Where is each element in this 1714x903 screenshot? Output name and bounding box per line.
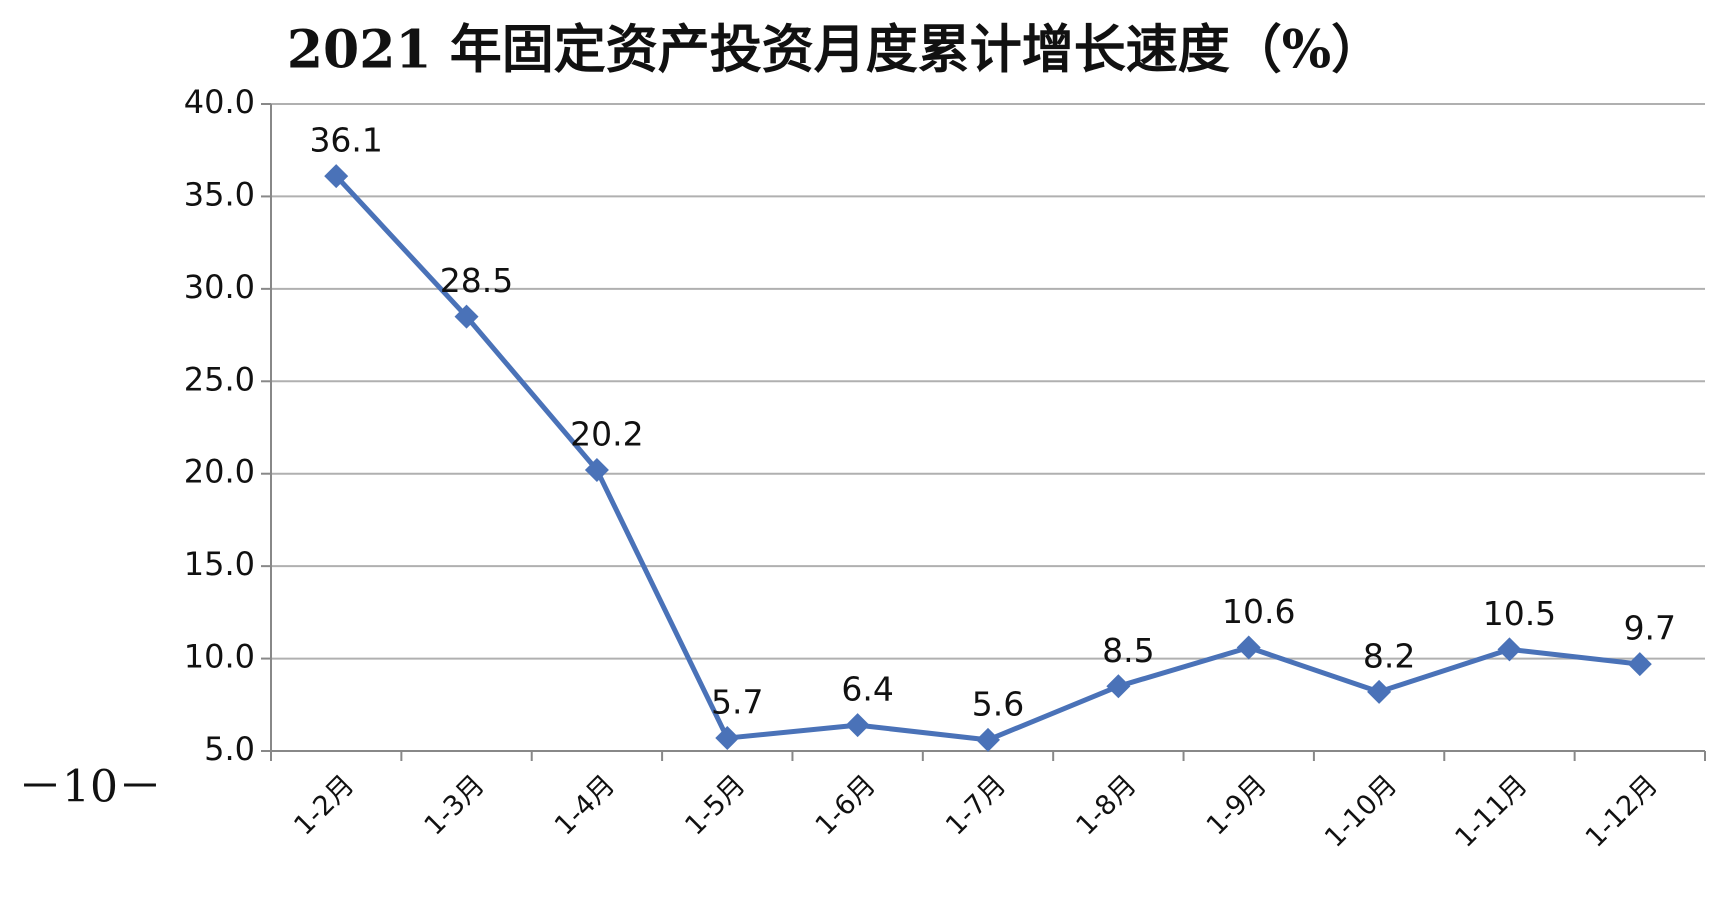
y-tick-label: 40.0 [184,83,255,121]
x-tick-label: 1-5月 [679,769,751,841]
x-tick-label: 1-3月 [419,769,491,841]
marker [976,727,1000,752]
line [334,174,1641,743]
y-tick-label: 30.0 [184,268,255,306]
y-tick-label: 25.0 [184,360,255,398]
y-tick-label: 35.0 [184,175,255,213]
data-label: 10.5 [1483,594,1556,633]
y-tick-label: 5.0 [204,730,255,768]
data-label: 8.5 [1102,631,1154,670]
data-label: 5.7 [711,683,763,722]
marker [324,164,349,189]
x-tick-label: 1-6月 [810,769,882,841]
x-tick-label: 1-8月 [1070,769,1142,841]
y-tick-label: 20.0 [184,453,255,491]
marker [584,458,609,483]
x-tick-label: 1-7月 [940,769,1012,841]
data-label: 8.2 [1363,636,1415,675]
data-label: 6.4 [841,670,893,709]
data-label: 36.1 [309,121,382,160]
data-label: 5.6 [972,684,1024,723]
marker [845,713,870,738]
x-tick-label: 1-9月 [1201,769,1273,841]
data-label: 20.2 [570,415,643,454]
marker [1236,635,1261,660]
marker [454,304,479,329]
x-tick-label: 1-2月 [288,769,360,841]
marker [1367,679,1392,704]
marker [1497,637,1522,662]
data-label: 28.5 [440,261,513,300]
y-tick-label: 10.0 [184,638,255,676]
page-number: －10－ [18,762,162,813]
data-label: 9.7 [1624,609,1676,648]
chart-title: 2021 年固定资产投资月度累计增长速度（%） [287,20,1383,81]
marker [1106,674,1131,699]
x-tick-label: 1-10月 [1319,769,1403,853]
data-label: 10.6 [1222,592,1295,631]
x-tick-label: 1-4月 [549,769,621,841]
y-tick-label: 15.0 [184,545,255,583]
x-tick-label: 1-11月 [1449,769,1533,853]
x-tick-label: 1-12月 [1580,769,1664,853]
marker [715,726,740,751]
marker [1627,652,1652,677]
